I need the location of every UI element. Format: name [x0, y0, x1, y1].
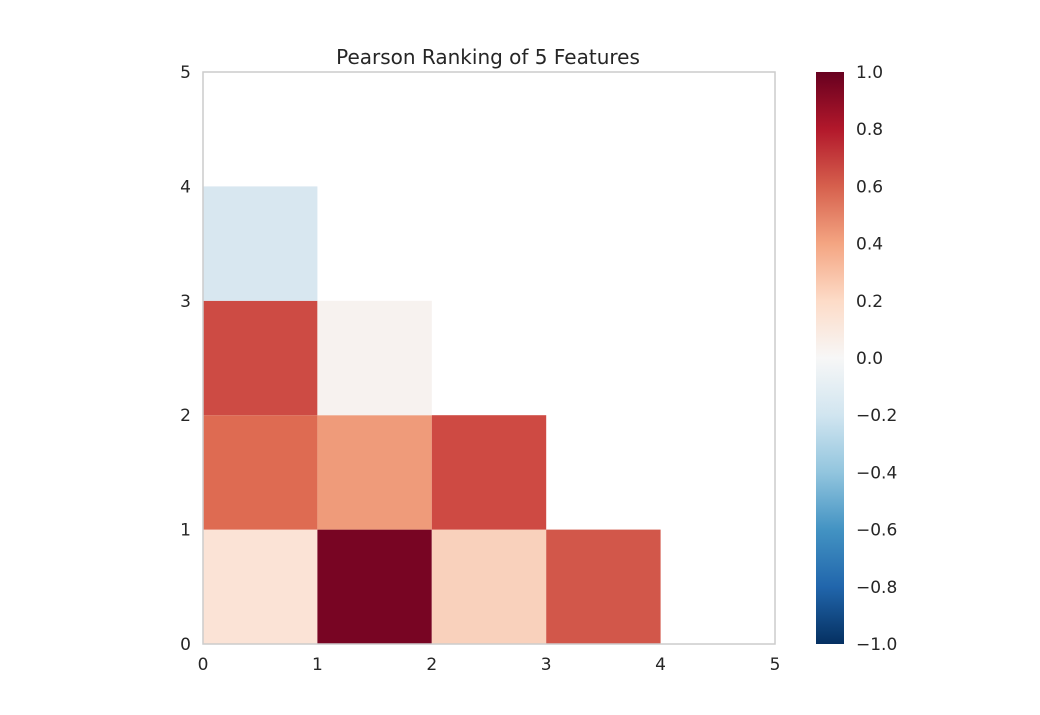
y-axis-ticks: 0 1 2 3 4 5 — [180, 63, 191, 655]
colorbar-ticks: 1.0 0.8 0.6 0.4 0.2 0.0 −0.2 −0.4 −0.6 −0.8 −1.0 — [856, 63, 897, 655]
heatmap-cell — [203, 529, 318, 644]
colorbar-tick-label: −0.4 — [856, 463, 897, 483]
y-tick-label: 3 — [180, 292, 191, 312]
x-axis-ticks: 0 1 2 3 4 5 — [198, 655, 781, 675]
x-tick-label: 5 — [770, 655, 781, 675]
y-tick-label: 1 — [180, 521, 191, 541]
colorbar-tick-label: −0.2 — [856, 406, 897, 426]
x-tick-label: 0 — [198, 655, 209, 675]
x-tick-label: 2 — [426, 655, 437, 675]
heatmap-cell — [317, 300, 432, 416]
heatmap-cells — [203, 186, 661, 644]
y-tick-label: 0 — [180, 635, 191, 655]
heatmap-cell — [317, 529, 432, 644]
colorbar-tick-label: −1.0 — [856, 635, 897, 655]
heatmap-cell — [203, 186, 318, 301]
colorbar-tick-label: 0.8 — [856, 120, 883, 140]
y-tick-label: 5 — [180, 63, 191, 83]
plot-frame — [202, 71, 776, 645]
colorbar-tick-label: 0.6 — [856, 177, 883, 197]
heatmap-cell — [431, 415, 547, 530]
colorbar — [816, 72, 844, 644]
x-tick-label: 3 — [541, 655, 552, 675]
y-tick-label: 4 — [180, 177, 191, 197]
heatmap-cell — [203, 415, 318, 530]
x-tick-label: 1 — [312, 655, 323, 675]
heatmap-cell — [317, 415, 432, 530]
heatmap-cell — [203, 300, 318, 416]
heatmap-cell — [431, 529, 547, 644]
y-tick-label: 2 — [180, 406, 191, 426]
colorbar-tick-label: 0.2 — [856, 292, 883, 312]
colorbar-tick-label: −0.8 — [856, 578, 897, 598]
x-tick-label: 4 — [655, 655, 666, 675]
chart-title: Pearson Ranking of 5 Features — [336, 45, 640, 69]
colorbar-tick-label: 1.0 — [856, 63, 883, 83]
heatmap-cell — [546, 529, 661, 644]
colorbar-tick-label: −0.6 — [856, 521, 897, 541]
colorbar-tick-label: 0.4 — [856, 235, 883, 255]
colorbar-tick-label: 0.0 — [856, 349, 883, 369]
